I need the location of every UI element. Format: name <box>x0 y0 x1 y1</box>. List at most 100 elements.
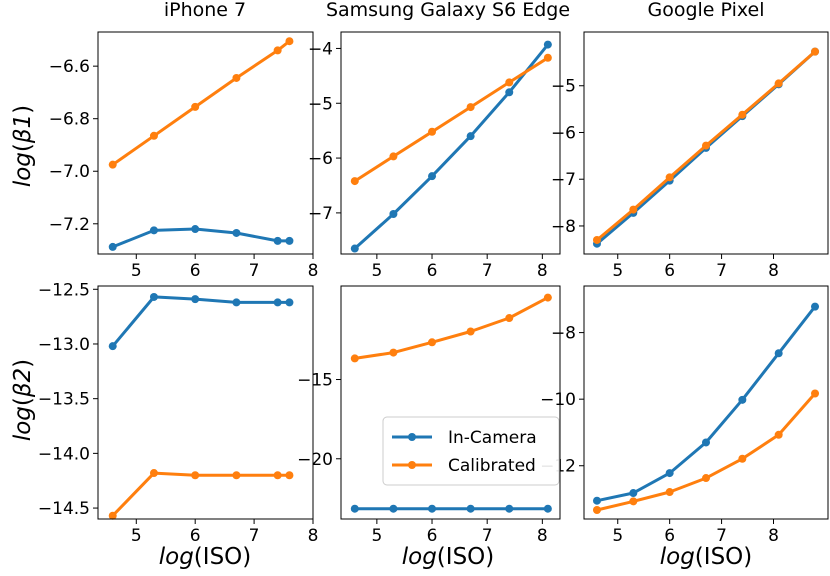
ylabel-beta1-text: β1 <box>10 114 36 144</box>
data-point-calibrated <box>232 471 241 480</box>
axes-frame <box>340 31 561 255</box>
data-point-calibrated <box>108 511 117 520</box>
series-line-in-camera <box>596 305 817 503</box>
data-point-in-camera <box>273 236 282 245</box>
x-tick-label: 5 <box>612 526 623 546</box>
data-point-in-camera <box>232 228 241 237</box>
data-point-calibrated <box>466 103 475 112</box>
data-point-calibrated <box>191 471 200 480</box>
data-point-calibrated <box>738 110 747 119</box>
ylabel-beta2: log(β2) <box>10 359 36 441</box>
x-tick-label: 7 <box>716 526 727 546</box>
y-tick-label: −14.0 <box>38 444 90 464</box>
x-tick-label: 7 <box>482 526 493 546</box>
x-tick-label: 6 <box>427 261 438 281</box>
x-tick-label: 6 <box>190 261 201 281</box>
data-point-calibrated <box>285 471 294 480</box>
ylabel-beta2-text: β2 <box>10 368 36 398</box>
x-tick-label: 6 <box>664 261 675 281</box>
y-tick-label: −8 <box>551 324 576 344</box>
data-point-calibrated <box>428 338 437 347</box>
data-point-in-camera <box>285 236 294 245</box>
data-point-calibrated <box>592 506 601 515</box>
axes-frame <box>340 285 561 520</box>
data-point-in-camera <box>191 225 200 234</box>
ylabel-beta1: log(β1) <box>10 105 36 187</box>
data-point-in-camera <box>629 489 638 498</box>
y-tick-label: −7.0 <box>49 162 90 182</box>
x-tick-label: 6 <box>190 526 201 546</box>
data-point-calibrated <box>428 127 437 136</box>
axes-frame <box>97 31 314 255</box>
series-line-in-camera <box>112 227 290 249</box>
data-point-calibrated <box>389 152 398 161</box>
data-point-calibrated <box>543 53 552 62</box>
data-point-in-camera <box>505 504 514 513</box>
x-tick-label: 7 <box>249 261 260 281</box>
data-point-in-camera <box>466 132 475 141</box>
data-point-calibrated <box>811 389 820 398</box>
legend-calibrated-marker <box>408 461 416 469</box>
data-point-calibrated <box>774 79 783 88</box>
data-point-in-camera <box>665 469 674 478</box>
data-point-calibrated <box>232 73 241 82</box>
y-tick-label: −20 <box>297 450 333 470</box>
legend-box <box>382 416 560 486</box>
legend-in-camera-label: In-Camera <box>448 428 537 448</box>
x-tick-label: 7 <box>716 261 727 281</box>
data-point-calibrated <box>702 141 710 150</box>
data-point-in-camera <box>108 342 117 351</box>
data-point-calibrated <box>191 102 200 111</box>
x-tick-label: 8 <box>308 261 319 281</box>
data-point-calibrated <box>466 327 475 336</box>
x-tick-label: 8 <box>537 526 548 546</box>
y-tick-label: −7 <box>551 170 576 190</box>
y-tick-label: −10 <box>540 390 576 410</box>
series-line-calibrated <box>111 40 291 166</box>
y-tick-label: −13.5 <box>38 390 90 410</box>
data-point-in-camera <box>466 504 475 513</box>
panel-4: 5 6 7 8 −20 −15 <box>297 285 561 546</box>
data-point-in-camera <box>350 504 359 513</box>
series-line-in-camera <box>111 295 290 348</box>
x-tick-label: 6 <box>664 526 675 546</box>
xlabel-middle-text: ISO <box>446 544 486 570</box>
x-tick-label: 7 <box>249 526 260 546</box>
data-point-calibrated <box>629 205 638 214</box>
data-point-in-camera <box>108 242 117 251</box>
data-point-in-camera <box>149 226 158 235</box>
y-tick-label: −6 <box>308 149 333 169</box>
data-point-in-camera <box>149 292 158 301</box>
data-point-calibrated <box>592 235 601 244</box>
x-tick-label: 8 <box>768 526 779 546</box>
x-tick-label: 8 <box>308 526 319 546</box>
data-point-calibrated <box>774 430 783 439</box>
axes-frame <box>583 285 829 520</box>
legend-calibrated-label: Calibrated <box>448 456 536 476</box>
data-point-calibrated <box>149 469 158 478</box>
data-point-in-camera <box>811 302 820 311</box>
data-point-in-camera <box>428 504 437 513</box>
data-point-calibrated <box>811 47 820 56</box>
panel-0: 5 6 7 8 −7.2 −7.0 −6.8 −6.6 <box>49 31 319 281</box>
data-point-calibrated <box>505 78 514 87</box>
x-tick-label: 8 <box>768 261 779 281</box>
data-point-in-camera <box>191 295 200 304</box>
data-point-in-camera <box>428 172 437 181</box>
data-point-in-camera <box>702 438 710 447</box>
panels: 5 6 7 8 −7.2 −7.0 −6.8 −6.6 5 6 7 8 −7 −6 −5 −4 5 6 7 8 −8 −7… <box>38 31 829 546</box>
y-tick-label: −13.0 <box>38 335 90 355</box>
data-point-calibrated <box>273 46 282 55</box>
y-tick-label: −5 <box>308 94 333 114</box>
data-point-calibrated <box>543 293 552 302</box>
y-tick-label: −4 <box>308 39 333 59</box>
x-tick-label: 7 <box>482 261 493 281</box>
series-line-calibrated <box>353 56 549 183</box>
y-tick-label: −6.8 <box>49 110 90 130</box>
panel-1: 5 6 7 8 −7 −6 −5 −4 <box>308 31 561 281</box>
y-tick-label: −5 <box>551 77 576 97</box>
data-point-calibrated <box>702 474 710 483</box>
panel-3: 5 6 7 8 −14.5 −14.0 −13.5 −13.0 −12.5 <box>38 280 319 546</box>
data-point-calibrated <box>389 348 398 357</box>
